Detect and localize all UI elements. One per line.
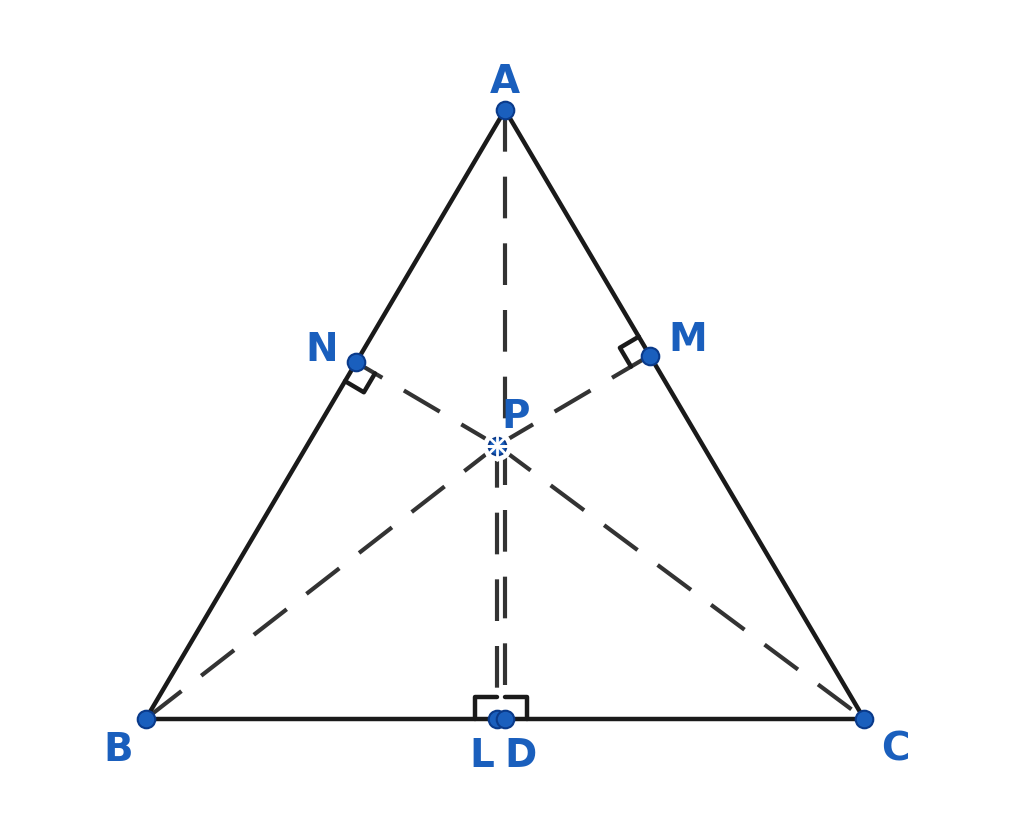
Point xyxy=(489,439,505,452)
Point xyxy=(641,349,658,362)
Point xyxy=(489,439,505,452)
Text: A: A xyxy=(490,63,520,101)
Point xyxy=(497,712,513,725)
Point xyxy=(489,712,505,725)
Text: C: C xyxy=(881,731,909,769)
Text: P: P xyxy=(502,398,530,437)
Point xyxy=(138,712,155,725)
Text: D: D xyxy=(504,737,536,775)
Text: N: N xyxy=(305,331,338,369)
Text: B: B xyxy=(103,731,132,769)
Point xyxy=(497,103,513,116)
Text: M: M xyxy=(668,321,707,359)
Point xyxy=(855,712,872,725)
Text: L: L xyxy=(470,737,494,775)
Point xyxy=(348,356,365,369)
